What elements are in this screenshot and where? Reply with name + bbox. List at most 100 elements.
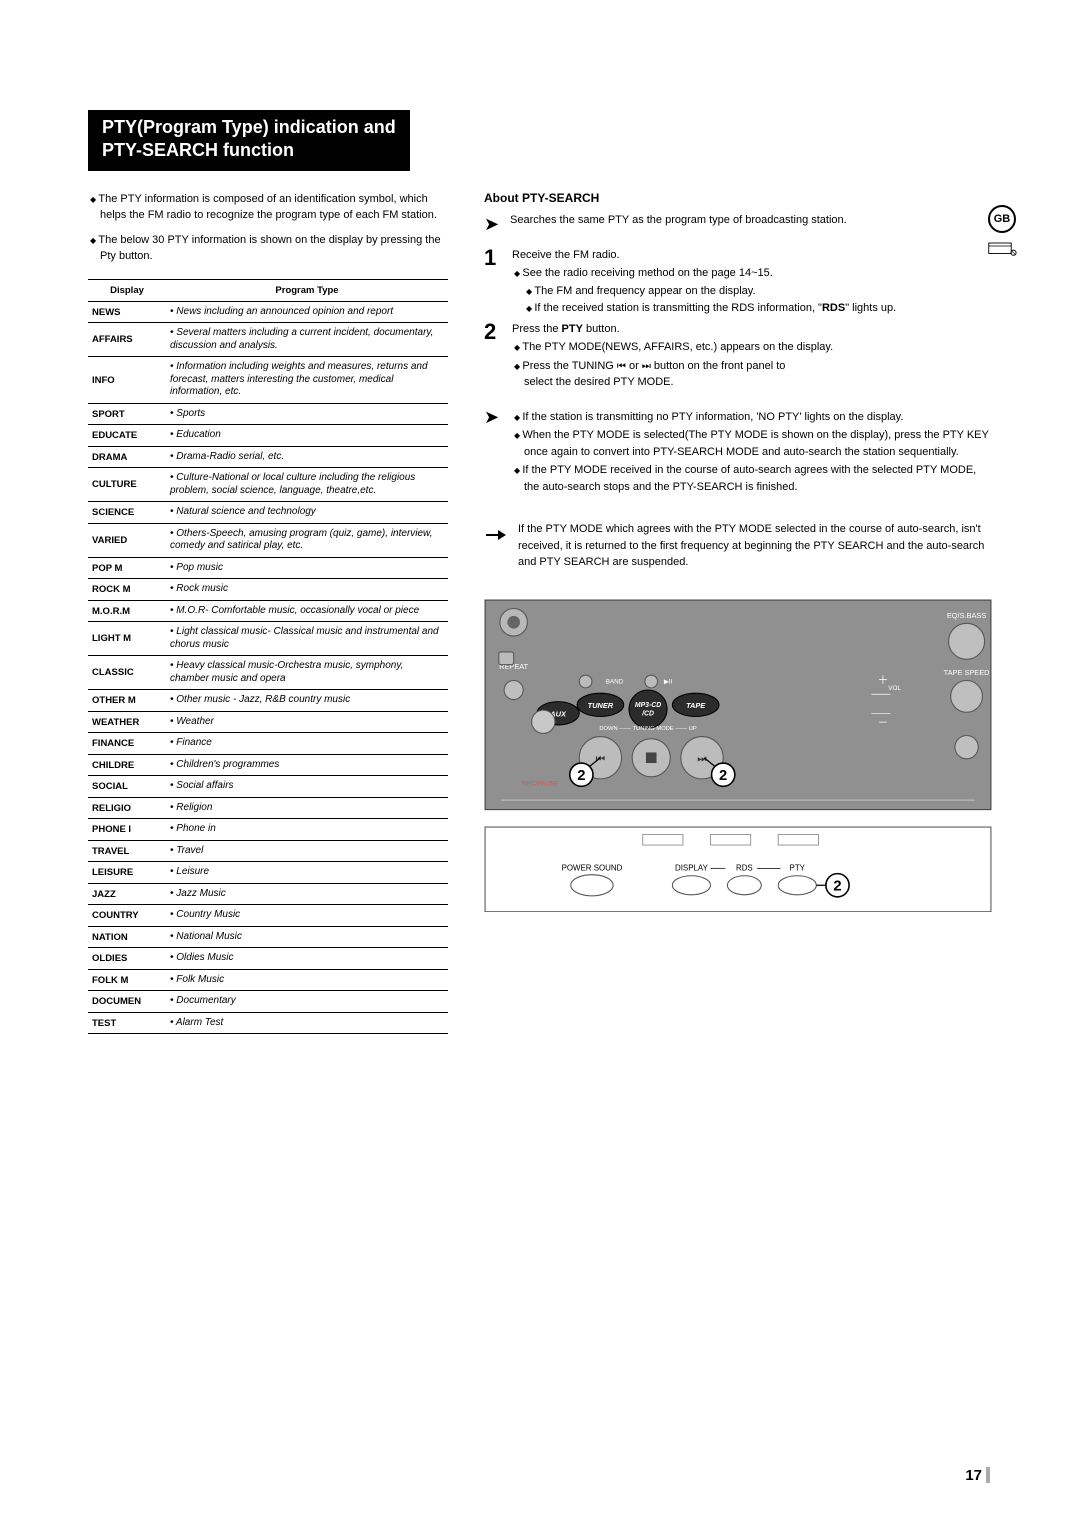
arrow-icon: ➤ [484,211,502,237]
cell-program-type: • Country Music [166,905,448,927]
cell-program-type: • Natural science and technology [166,502,448,524]
cell-display: CHILDRE [88,754,166,776]
cell-program-type: • Documentary [166,991,448,1013]
cell-program-type: • Others-Speech, amusing program (quiz, … [166,523,448,557]
table-row: DOCUMEN• Documentary [88,991,448,1013]
cell-program-type: • Rock music [166,579,448,601]
cell-program-type: • Social affairs [166,776,448,798]
prev-track-icon: ⏮ [617,361,626,372]
cell-program-type: • Jazz Music [166,883,448,905]
next-track-icon: ⏭ [642,361,651,372]
svg-text:＋: ＋ [878,675,889,687]
cell-display: PHONE I [88,819,166,841]
right-column: GB About PTY-SEARCH ➤ Searches the same … [484,191,992,1035]
table-row: M.O.R.M• M.O.R- Comfortable music, occas… [88,600,448,622]
cell-program-type: • Heavy classical music-Orchestra music,… [166,656,448,690]
rds-panel-illustration: POWER SOUND DISPLAY RDS PTY 2 [484,826,992,918]
table-row: FOLK M• Folk Music [88,969,448,991]
svg-text:▶II: ▶II [664,679,673,686]
step1-b2: The FM and frequency appear on the displ… [512,283,992,300]
arrow-icon: ➤ [484,407,502,428]
cell-display: CULTURE [88,468,166,502]
cell-display: SCIENCE [88,502,166,524]
cell-display: SOCIAL [88,776,166,798]
table-row: SCIENCE• Natural science and technology [88,502,448,524]
svg-text:DISPLAY: DISPLAY [675,863,709,872]
table-row: LEISURE• Leisure [88,862,448,884]
device-panel-illustration: EQ/S.BASS TAPE SPEED REPEAT AUX TUNER MP… [484,599,992,816]
cell-display: COUNTRY [88,905,166,927]
svg-text:2: 2 [577,768,585,784]
cell-program-type: • Alarm Test [166,1012,448,1034]
table-row: SOCIAL• Social affairs [88,776,448,798]
cell-program-type: • Travel [166,840,448,862]
note2: When the PTY MODE is selected(The PTY MO… [512,427,992,460]
step1-b3: If the received station is transmitting … [512,300,992,317]
cell-display: VARIED [88,523,166,557]
table-row: COUNTRY• Country Music [88,905,448,927]
gb-circle: GB [988,205,1016,233]
table-row: PHONE I• Phone in [88,819,448,841]
cell-display: CLASSIC [88,656,166,690]
cell-display: WEATHER [88,711,166,733]
th-program-type: Program Type [166,279,448,301]
device-icon [988,239,1018,264]
table-row: RELIGIO• Religion [88,797,448,819]
cell-display: LEISURE [88,862,166,884]
cell-program-type: • M.O.R- Comfortable music, occasionally… [166,600,448,622]
table-row: INFO• Information including weights and … [88,357,448,404]
svg-text:TUNER: TUNER [588,701,614,710]
svg-text:VOL: VOL [888,685,901,692]
intro-p1: The PTY information is composed of an id… [88,191,448,224]
cell-display: DOCUMEN [88,991,166,1013]
cell-display: M.O.R.M [88,600,166,622]
cell-display: OTHER M [88,690,166,712]
left-column: The PTY information is composed of an id… [88,191,448,1035]
pointing-hand-icon [484,523,508,548]
th-display: Display [88,279,166,301]
svg-text:TAPE SPEED: TAPE SPEED [944,668,990,677]
table-row: DRAMA• Drama-Radio serial, etc. [88,446,448,468]
step2-b1: The PTY MODE(NEWS, AFFAIRS, etc.) appear… [512,339,992,356]
cell-program-type: • Oldies Music [166,948,448,970]
svg-text:POWER SOUND: POWER SOUND [562,863,623,872]
cell-program-type: • Finance [166,733,448,755]
cell-program-type: • Weather [166,711,448,733]
step2-b2: Press the TUNING ⏮ or ⏭ button on the fr… [512,358,992,375]
region-badge: GB [988,205,1018,264]
cell-display: SPORT [88,403,166,425]
cell-display: OLDIES [88,948,166,970]
svg-text:EQ/S.BASS: EQ/S.BASS [947,611,987,620]
cell-program-type: • Leisure [166,862,448,884]
section-title: PTY(Program Type) indication and PTY-SEA… [88,110,410,171]
cell-program-type: • Light classical music- Classical music… [166,622,448,656]
table-row: OLDIES• Oldies Music [88,948,448,970]
svg-text:REC/PAUSE: REC/PAUSE [522,780,558,787]
svg-text:MP3-CD: MP3-CD [635,702,661,709]
svg-text:BAND: BAND [606,679,624,686]
svg-text:PTY: PTY [790,863,806,872]
cell-display: LIGHT M [88,622,166,656]
cell-program-type: • Culture-National or local culture incl… [166,468,448,502]
page-number: 17 [965,1467,990,1484]
step2-main: Press the PTY button. [512,321,992,338]
about-heading: About PTY-SEARCH [484,191,992,205]
intro-p2: The below 30 PTY information is shown on… [88,232,448,265]
cell-display: POP M [88,557,166,579]
cell-display: NEWS [88,301,166,323]
pty-table: Display Program Type NEWS• News includin… [88,279,448,1035]
step-1-num: 1 [484,247,502,269]
title-line1: PTY(Program Type) indication and [102,116,396,139]
table-row: OTHER M• Other music - Jazz, R&B country… [88,690,448,712]
cell-display: AFFAIRS [88,323,166,357]
table-row: POP M• Pop music [88,557,448,579]
cell-display: INFO [88,357,166,404]
table-row: AFFAIRS• Several matters including a cur… [88,323,448,357]
cell-display: TRAVEL [88,840,166,862]
cell-display: DRAMA [88,446,166,468]
title-line2: PTY-SEARCH function [102,139,396,162]
table-row: NATION• National Music [88,926,448,948]
cell-program-type: • Phone in [166,819,448,841]
step1-b1: See the radio receiving method on the pa… [512,265,992,282]
svg-text:/CD: /CD [641,710,654,717]
